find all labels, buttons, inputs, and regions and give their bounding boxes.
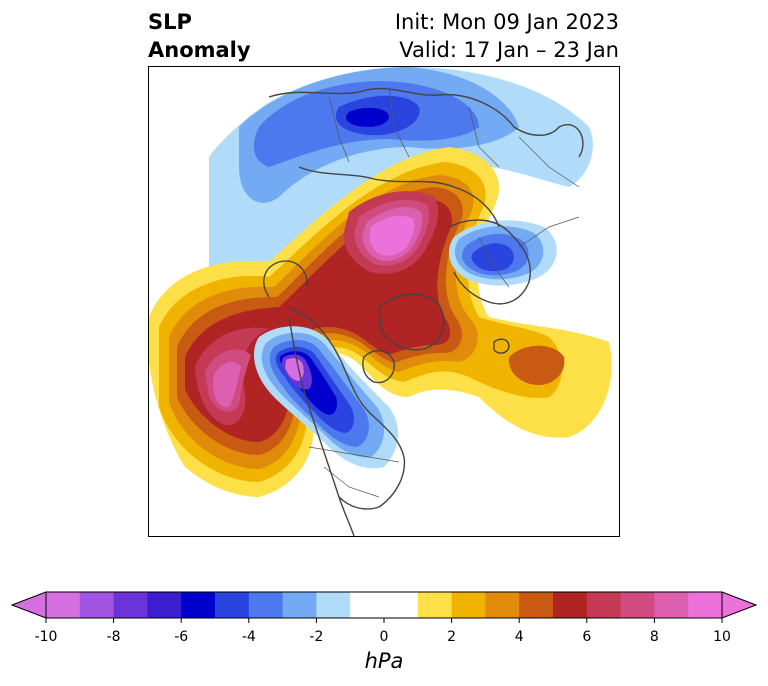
colorbar-tick-label: -6 [174, 629, 189, 645]
coastline-greenland [378, 293, 445, 351]
border-2 [388, 86, 410, 158]
colorbar-tick-label: 6 [582, 629, 592, 645]
colorbar-segment [519, 592, 554, 618]
date-info: Init: Mon 09 Jan 2023 Valid: 17 Jan – 23… [395, 8, 619, 64]
positive-anomaly-east-core [508, 345, 565, 385]
colorbar-segment [215, 592, 250, 618]
colorbar-segment [248, 592, 284, 618]
colorbar-segment [586, 592, 622, 618]
colorbar-segment [181, 592, 216, 618]
colorbar-tick-label: 0 [379, 629, 389, 645]
colorbar-tick-label: -2 [309, 629, 324, 645]
border-7 [478, 236, 510, 288]
colorbar-unit: hPa [364, 649, 404, 673]
colorbar-tick-label: 4 [514, 629, 524, 645]
coastline-iceland [493, 338, 510, 354]
border-8 [518, 216, 580, 248]
colorbar-tick-label: -10 [34, 629, 58, 645]
colorbar-arrow-right [721, 591, 758, 619]
valid-range: Valid: 17 Jan – 23 Jan [399, 38, 619, 62]
colorbar-tick-label: -8 [106, 629, 121, 645]
colorbar-segments [46, 592, 723, 618]
title-line-1: SLP [148, 10, 192, 34]
colorbar-segment [417, 592, 453, 618]
colorbar-segment [350, 592, 385, 618]
slp-anomaly-map [149, 67, 612, 536]
map-panel [148, 66, 620, 537]
colorbar-segment [79, 592, 115, 618]
map-title: SLP Anomaly [148, 8, 251, 64]
coastline-north-america [288, 306, 406, 510]
colorbar-segment [654, 592, 689, 618]
border-3 [468, 106, 500, 168]
positive-anomaly-max [369, 215, 415, 256]
negative-anomaly-na-min [285, 358, 304, 381]
colorbar-segment [553, 592, 588, 618]
colorbar-tick-label: -4 [241, 629, 256, 645]
colorbar-segment [316, 592, 351, 618]
coastline-hudson [362, 350, 395, 384]
colorbar-bar [10, 591, 758, 623]
colorbar-tick-label: 10 [713, 629, 731, 645]
title-line-2: Anomaly [148, 38, 251, 62]
init-date: Init: Mon 09 Jan 2023 [394, 10, 619, 34]
border-6 [323, 466, 380, 498]
coastline-europe [448, 219, 531, 305]
colorbar-segment [451, 592, 486, 618]
coastline-arctic [298, 166, 500, 228]
borders [308, 86, 580, 498]
colorbar-segment [384, 592, 419, 618]
anomaly-fill [149, 67, 612, 497]
coastline-asia [268, 87, 584, 158]
coastline-west-coast [288, 316, 355, 536]
border-5 [308, 446, 400, 463]
negative-anomaly-arctic-min [346, 107, 389, 127]
colorbar-segment [620, 592, 655, 618]
colorbar-tick-label: 8 [649, 629, 659, 645]
colorbar-tick-label: 2 [447, 629, 457, 645]
negative-anomaly-europe-deep [471, 243, 514, 272]
colorbar-ticks [45, 618, 723, 623]
colorbar-segment [688, 592, 723, 618]
colorbar-segment [46, 592, 81, 618]
coastline-alaska [263, 260, 308, 298]
colorbar-segment [147, 592, 182, 618]
colorbar-segment [282, 592, 317, 618]
colorbar-segment [113, 592, 148, 618]
border-1 [328, 96, 350, 163]
colorbar-arrow-left [10, 591, 47, 619]
colorbar: -10 -8 -6 -4 -2 0 2 4 6 8 10 hPa [0, 585, 768, 686]
coastlines [263, 87, 584, 536]
colorbar-segment [485, 592, 520, 618]
border-4 [518, 136, 580, 188]
